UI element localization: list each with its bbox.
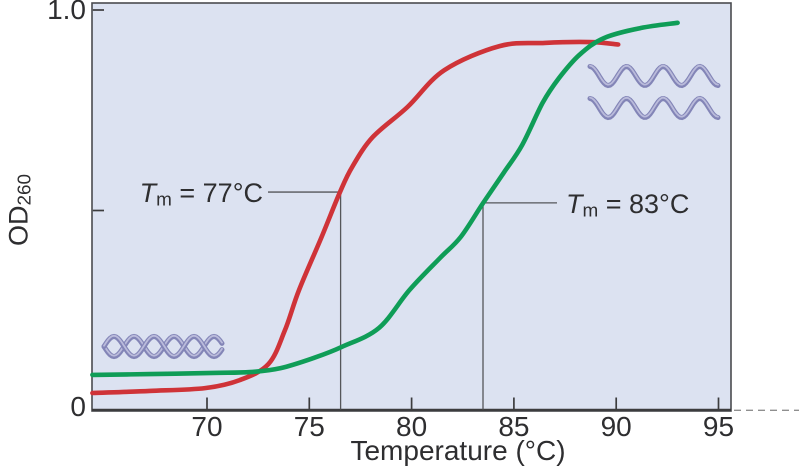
melting-curves — [90, 20, 680, 396]
dna-single-strands-icon — [587, 63, 721, 121]
y-axis-title-subscript: 260 — [14, 173, 36, 206]
tm-drop-lines — [268, 191, 557, 410]
x-tick-label: 85 — [498, 411, 530, 442]
y-tick-label: 1.0 — [47, 0, 86, 25]
melting-curve-green-tm83 — [90, 20, 680, 378]
axis-ticks — [92, 9, 720, 410]
y-axis-title-text: OD — [3, 205, 34, 247]
dna-double-helix-icon — [101, 333, 225, 360]
tm-symbol: T — [566, 189, 583, 219]
x-tick-label: 80 — [396, 411, 428, 442]
x-tick-label: 95 — [702, 411, 735, 442]
x-tick-label: 75 — [293, 411, 325, 442]
tm-83-annotation: Tm = 83°C — [566, 189, 689, 226]
y-tick-label: 0 — [70, 391, 86, 422]
tm-value: = 83°C — [598, 189, 690, 219]
helix-strand-b-highlight — [103, 334, 223, 357]
single-strand-top-highlight — [589, 64, 719, 86]
tm-77-annotation: Tm = 77°C — [140, 178, 263, 215]
single-strand-bottom-highlight — [589, 96, 719, 118]
tm-symbol: T — [139, 178, 157, 208]
tm-subscript: m — [582, 200, 599, 222]
tm-value: = 77°C — [171, 178, 263, 208]
x-tick-label: 70 — [191, 411, 223, 442]
tm-subscript: m — [156, 189, 172, 211]
plot-area — [91, 2, 732, 412]
melting-curve-red-tm77 — [90, 39, 621, 396]
y-axis-title: OD260 — [3, 174, 40, 246]
x-axis-title: Temperature (°C) — [350, 435, 566, 466]
x-tick-label: 90 — [600, 411, 632, 442]
